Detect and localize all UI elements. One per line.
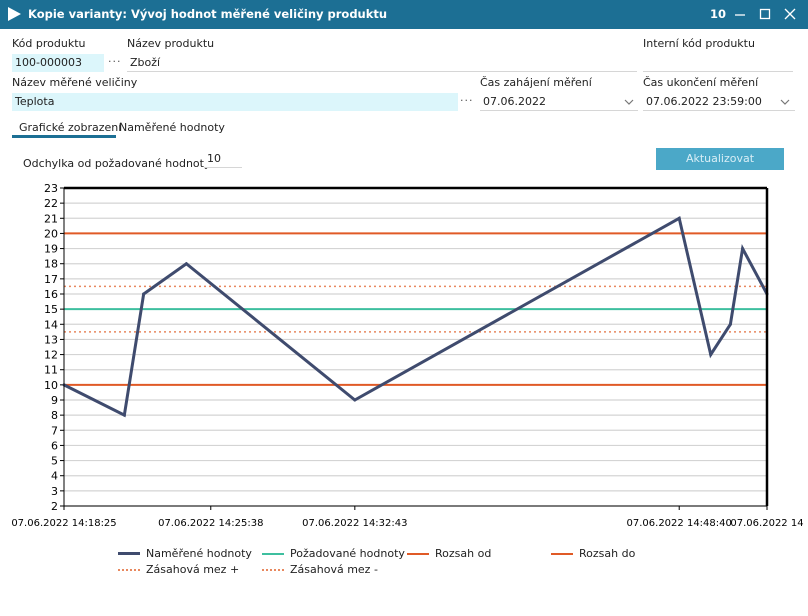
y-tick-label: 3 — [51, 485, 58, 498]
y-tick-label: 12 — [44, 349, 58, 362]
measured-name-label: Název měřené veličiny — [12, 76, 138, 89]
product-name-field: Zboží — [127, 54, 637, 72]
end-time-label: Čas ukončení měření — [643, 76, 759, 89]
y-tick-label: 6 — [51, 439, 58, 452]
minimize-icon[interactable] — [732, 6, 748, 22]
data-point — [677, 216, 681, 220]
tab-graphic-view[interactable]: Grafické zobrazení — [19, 121, 122, 134]
active-tab-indicator — [12, 135, 116, 138]
x-tick-label: 07.06.2022 14:48:40 — [627, 518, 732, 529]
internal-code-field[interactable] — [643, 54, 793, 72]
data-point — [728, 322, 732, 326]
legend-label: Rozsah do — [579, 547, 636, 560]
legend-swatch-range-from — [407, 553, 429, 555]
y-tick-label: 14 — [44, 318, 58, 331]
tab-measured-values[interactable]: Naměřené hodnoty — [119, 121, 225, 134]
y-tick-label: 7 — [51, 424, 58, 437]
update-button[interactable]: Aktualizovat — [656, 148, 784, 170]
y-tick-label: 16 — [44, 288, 58, 301]
legend-label: Rozsah od — [435, 547, 492, 560]
data-point — [353, 398, 357, 402]
legend-swatch-intervention-plus — [118, 569, 140, 571]
y-tick-label: 2 — [51, 500, 58, 513]
y-tick-label: 8 — [51, 409, 58, 422]
legend-label: Požadované hodnoty — [290, 547, 405, 560]
y-tick-label: 19 — [44, 243, 58, 256]
y-tick-label: 9 — [51, 394, 58, 407]
end-time-field[interactable]: 07.06.2022 23:59:00 — [643, 93, 795, 111]
series-line-measured — [63, 216, 769, 418]
y-tick-label: 15 — [44, 303, 58, 316]
start-time-label: Čas zahájení měření — [480, 76, 592, 89]
x-tick-label: 07.06.2022 14:18:25 — [11, 518, 116, 529]
measured-name-lookup-icon[interactable]: ··· — [460, 94, 474, 107]
legend-swatch-measured — [118, 552, 140, 555]
y-tick-label: 17 — [44, 273, 58, 286]
y-tick-label: 23 — [44, 182, 58, 195]
x-tick-label: 07.06.2022 14 — [730, 518, 803, 529]
window-title: Kopie varianty: Vývoj hodnot měřené veli… — [28, 7, 388, 21]
legend-label: Naměřené hodnoty — [146, 547, 252, 560]
start-time-field[interactable]: 07.06.2022 — [480, 93, 638, 111]
legend-label: Zásahová mez + — [146, 563, 240, 576]
maximize-icon[interactable] — [757, 6, 773, 22]
y-tick-label: 22 — [44, 197, 58, 210]
y-tick-label: 11 — [44, 364, 58, 377]
internal-code-label: Interní kód produktu — [643, 37, 755, 50]
product-name-label: Název produktu — [127, 37, 215, 50]
close-icon[interactable] — [782, 6, 798, 22]
deviation-label: Odchylka od požadované hodnoty — [23, 157, 211, 170]
data-point — [122, 413, 126, 417]
y-tick-label: 18 — [44, 258, 58, 271]
data-point — [741, 247, 745, 251]
play-icon — [8, 7, 21, 21]
y-tick-label: 13 — [44, 333, 58, 346]
title-bar: Kopie varianty: Vývoj hodnot měřené veli… — [0, 0, 808, 29]
data-point — [184, 262, 188, 266]
window-counter: 10 — [710, 7, 727, 21]
data-point — [142, 292, 146, 296]
chevron-down-icon[interactable] — [624, 99, 634, 105]
chevron-down-icon[interactable] — [780, 99, 790, 105]
legend-label: Zásahová mez - — [290, 563, 378, 576]
x-tick-label: 07.06.2022 14:32:43 — [302, 518, 407, 529]
x-tick-label: 07.06.2022 14:25:38 — [158, 518, 263, 529]
legend-swatch-target — [262, 553, 284, 555]
y-tick-label: 4 — [51, 470, 58, 483]
deviation-field[interactable]: 10 — [204, 150, 242, 168]
y-tick-label: 20 — [44, 227, 58, 240]
product-code-lookup-icon[interactable]: ··· — [108, 55, 122, 68]
y-tick-label: 10 — [44, 379, 58, 392]
product-code-label: Kód produktu — [12, 37, 86, 50]
data-point — [709, 353, 713, 357]
legend-swatch-range-to — [551, 553, 573, 555]
y-tick-label: 5 — [51, 455, 58, 468]
y-tick-label: 21 — [44, 212, 58, 225]
measured-name-field[interactable]: Teplota — [12, 93, 458, 111]
legend-swatch-intervention-minus — [262, 569, 284, 571]
product-code-field[interactable]: 100-000003 — [12, 54, 104, 72]
line-chart: 23456789101112131415161718192021222307.0… — [11, 182, 803, 529]
